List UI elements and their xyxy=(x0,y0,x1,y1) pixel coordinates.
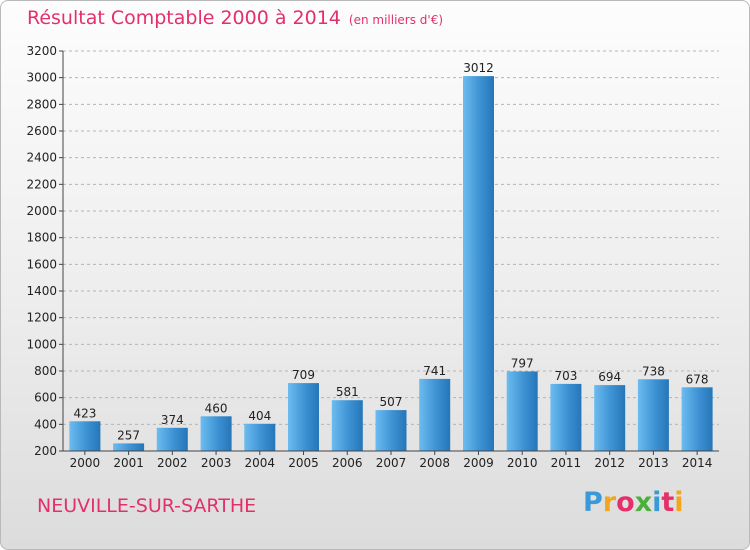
bar-2002 xyxy=(156,427,188,451)
x-tick-label-2003: 2003 xyxy=(201,456,232,470)
bar-2014 xyxy=(681,387,713,451)
x-tick-label-2006: 2006 xyxy=(332,456,363,470)
x-tick-label-2009: 2009 xyxy=(463,456,494,470)
y-tick-label: 800 xyxy=(34,364,57,378)
bar-2006 xyxy=(331,400,363,451)
x-tick-label-2008: 2008 xyxy=(419,456,450,470)
y-tick-label: 3200 xyxy=(26,44,57,58)
y-tick-label: 1400 xyxy=(26,284,57,298)
bar-2009 xyxy=(463,76,494,451)
chart-subtitle: (en milliers d'€) xyxy=(348,13,444,27)
value-label-2014: 678 xyxy=(686,372,709,386)
labels: 200 400 600 800 1000 1200 1400 1600 1800 2000 2200… xyxy=(26,44,712,470)
value-label-2000: 423 xyxy=(73,406,96,420)
y-tick-label: 200 xyxy=(34,444,57,458)
x-tick-label-2004: 2004 xyxy=(245,456,276,470)
logo-letter: t xyxy=(661,487,675,518)
y-tick-label: 2400 xyxy=(26,151,57,165)
bar-2011 xyxy=(550,383,582,451)
value-label-2003: 460 xyxy=(205,401,228,415)
proxiti-logo: Proxiti xyxy=(583,487,684,518)
logo-letter: x xyxy=(634,487,653,518)
y-tick-label: 2800 xyxy=(26,97,57,111)
bar-2013 xyxy=(637,379,669,451)
bar-2005 xyxy=(288,383,319,451)
value-label-2013: 738 xyxy=(642,364,665,378)
x-tick-label-2000: 2000 xyxy=(70,456,101,470)
logo-letter: i xyxy=(674,487,684,518)
value-label-2001: 257 xyxy=(117,428,140,442)
bar-2007 xyxy=(375,410,407,451)
y-tick-label: 1000 xyxy=(26,337,57,351)
bar-2004 xyxy=(244,423,276,451)
x-tick-label-2011: 2011 xyxy=(551,456,582,470)
bar-2000 xyxy=(69,421,101,451)
bar-2012 xyxy=(594,385,626,451)
value-label-2010: 797 xyxy=(511,356,534,370)
x-tick-label-2005: 2005 xyxy=(288,456,319,470)
value-label-2009: 3012 xyxy=(463,61,494,75)
logo-letter: o xyxy=(616,487,635,518)
chart-title-block: Résultat Comptable 2000 à 2014 (en millie… xyxy=(27,7,443,29)
logo-letter: r xyxy=(602,487,617,518)
value-label-2012: 694 xyxy=(598,370,621,384)
value-label-2002: 374 xyxy=(161,413,184,427)
x-tick-label-2013: 2013 xyxy=(638,456,669,470)
value-label-2011: 703 xyxy=(554,369,577,383)
y-tick-label: 2200 xyxy=(26,177,57,191)
logo-letter: P xyxy=(583,487,603,518)
value-label-2007: 507 xyxy=(380,395,403,409)
x-tick-label-2007: 2007 xyxy=(376,456,407,470)
value-label-2004: 404 xyxy=(248,409,271,423)
y-tick-label: 600 xyxy=(34,391,57,405)
bar-2008 xyxy=(419,378,451,451)
chart-title: Résultat Comptable 2000 à 2014 xyxy=(27,7,341,29)
bars xyxy=(69,76,713,451)
y-tick-label: 1200 xyxy=(26,311,57,325)
bar-2010 xyxy=(506,371,538,451)
y-tick-label: 1800 xyxy=(26,231,57,245)
y-tick-label: 2600 xyxy=(26,124,57,138)
bar-2003 xyxy=(200,416,232,451)
x-tick-label-2001: 2001 xyxy=(113,456,144,470)
bar-2001 xyxy=(113,443,145,451)
value-label-2006: 581 xyxy=(336,385,359,399)
y-tick-label: 400 xyxy=(34,417,57,431)
x-tick-label-2010: 2010 xyxy=(507,456,538,470)
commune-name: NEUVILLE-SUR-SARTHE xyxy=(37,495,257,517)
axes xyxy=(59,50,719,455)
y-tick-label: 1600 xyxy=(26,257,57,271)
y-tick-label: 2000 xyxy=(26,204,57,218)
x-tick-label-2014: 2014 xyxy=(682,456,713,470)
logo-letter: i xyxy=(652,487,662,518)
value-label-2008: 741 xyxy=(423,364,446,378)
x-tick-label-2002: 2002 xyxy=(157,456,188,470)
y-tick-label: 3000 xyxy=(26,71,57,85)
value-label-2005: 709 xyxy=(292,368,315,382)
x-tick-label-2012: 2012 xyxy=(594,456,625,470)
